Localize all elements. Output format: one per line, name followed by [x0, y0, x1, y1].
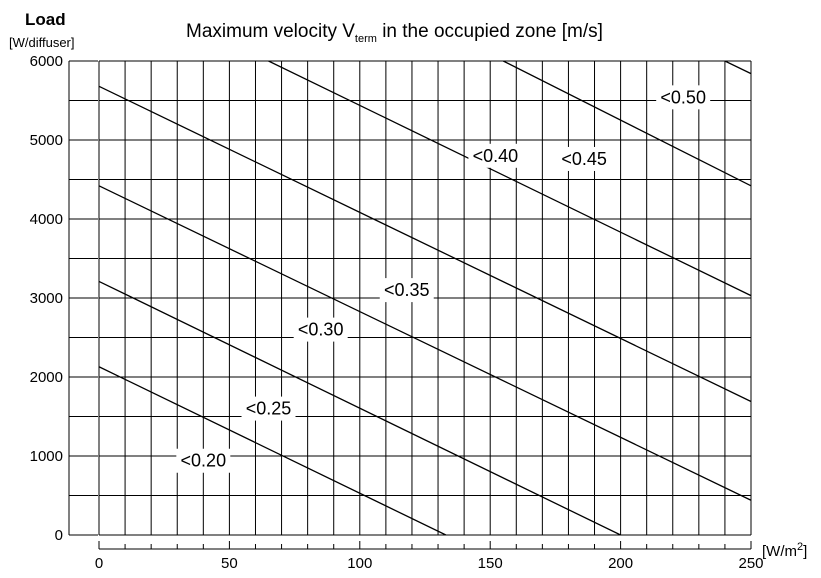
y-tick-label: 5000: [30, 132, 63, 149]
series-line: [724, 61, 751, 75]
series-label-bg: [656, 85, 711, 110]
series-label: <0.50: [656, 85, 711, 110]
series-label-text: <0.25: [246, 399, 292, 419]
y-tick-label: 4000: [30, 211, 63, 228]
x-tick-label: 250: [738, 555, 763, 572]
chart-title-subscript: term: [355, 33, 377, 45]
series-label: <0.30: [293, 317, 348, 342]
series-label-bg: [293, 317, 348, 342]
series-line: [99, 280, 621, 535]
series-label-text: <0.20: [181, 451, 227, 471]
series-label-bg: [176, 448, 231, 473]
y-tick-label: 1000: [30, 448, 63, 465]
series-label-bg: [241, 396, 296, 421]
series-label-text: <0.50: [660, 87, 706, 107]
series-label-text: <0.35: [384, 280, 430, 300]
series-labels: <0.20 <0.25 <0.30 <0.35 <0.40 <0.45 <0.50: [176, 85, 711, 473]
y-tick-label: 3000: [30, 290, 63, 307]
series-line: [502, 61, 751, 187]
series-line: [99, 366, 447, 535]
y-tick-label: 2000: [30, 369, 63, 386]
series-label: <0.45: [557, 146, 612, 171]
series-line: [268, 61, 751, 297]
series-line: [99, 185, 751, 501]
series-label: <0.20: [176, 448, 231, 473]
series-label-bg: [379, 278, 434, 303]
y-tick-label: 6000: [30, 53, 63, 70]
x-tick-label: 150: [478, 555, 503, 572]
series-label-text: <0.40: [473, 146, 519, 166]
x-tick-label: 50: [221, 555, 238, 572]
y-axis-label: Load: [25, 10, 66, 29]
x-tick-label: 100: [347, 555, 372, 572]
series-label-text: <0.30: [298, 320, 344, 340]
series-label-bg: [468, 143, 523, 168]
y-tick-label: 0: [55, 527, 63, 544]
x-tick-label: 200: [608, 555, 633, 572]
axes: 0 1000 2000 3000 4000 5000 6000 0 50 100 150 200 250: [30, 53, 764, 572]
series-label: <0.40: [468, 143, 523, 168]
series-lines: [99, 61, 751, 535]
chart-title: Maximum velocity Vterm in the occupied z…: [186, 21, 603, 45]
series-label-bg: [557, 146, 612, 171]
series-label-text: <0.45: [561, 149, 607, 169]
series-label: <0.25: [241, 396, 296, 421]
x-tick-label: 0: [95, 555, 103, 572]
series-line: [99, 85, 751, 403]
y-axis-unit: [W/diffuser]: [9, 35, 75, 50]
series-label: <0.35: [379, 278, 434, 303]
x-axis-unit: [W/m2]: [762, 541, 807, 560]
